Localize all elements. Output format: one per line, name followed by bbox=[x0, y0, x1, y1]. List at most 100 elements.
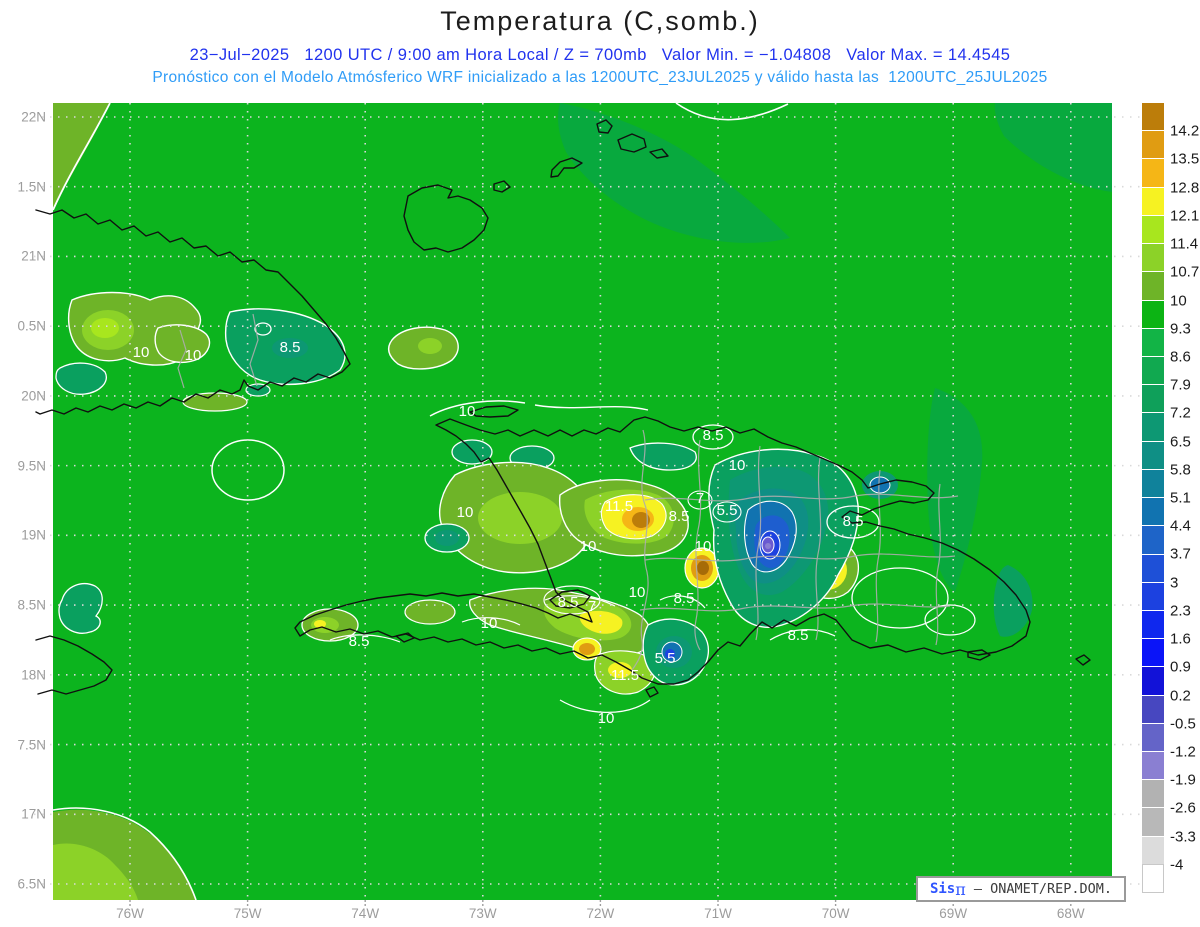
colorbar-swatch bbox=[1142, 355, 1164, 385]
contour-ring bbox=[924, 604, 976, 636]
lon-tick-label: 71W bbox=[704, 906, 732, 921]
watermark-sis: Sis bbox=[929, 881, 956, 897]
lon-tick-label: 76W bbox=[116, 906, 144, 921]
cool-spot-haiti-nw bbox=[451, 439, 493, 465]
cool-band-northeast-corner bbox=[994, 103, 1112, 192]
gonave-island bbox=[549, 589, 591, 609]
colorbar-tick-label: -4 bbox=[1170, 856, 1184, 874]
great-inagua-island bbox=[403, 184, 489, 253]
colorbar-tick-label: 9.3 bbox=[1170, 320, 1191, 338]
colorbar-swatch bbox=[1142, 214, 1164, 244]
jamaica-coastline bbox=[35, 635, 113, 695]
contour-label: 8.5 bbox=[280, 339, 301, 356]
forecast-valid-line: 23−Jul−2025 1200 UTC / 9:00 am Hora Loca… bbox=[189, 46, 1011, 64]
warm-core-bottomleft bbox=[53, 843, 138, 900]
cool-hole-core bbox=[435, 530, 459, 546]
temperature-colorbar bbox=[1142, 103, 1164, 894]
colorbar-tick-label: 14.2 bbox=[1170, 122, 1200, 140]
colorbar-tick-label: 6.5 bbox=[1170, 433, 1191, 451]
colorbar-tick-label: -1.9 bbox=[1170, 771, 1196, 789]
cool-band-north-dr bbox=[629, 442, 697, 471]
cool-spot-cuba-south bbox=[55, 362, 107, 395]
contour-label: 10 bbox=[185, 347, 202, 364]
colorbar-tick-label: 0.9 bbox=[1170, 658, 1191, 676]
contour-line bbox=[53, 103, 111, 211]
colorbar-tick-label: 2.3 bbox=[1170, 602, 1191, 620]
contour-line bbox=[429, 400, 649, 417]
colorbar-tick-label: 12.1 bbox=[1170, 207, 1200, 225]
turks-caicos-3 bbox=[617, 133, 647, 153]
warm-core-inagua bbox=[418, 338, 442, 354]
contour-label: 10 bbox=[457, 504, 474, 521]
turks-caicos-1 bbox=[550, 157, 583, 178]
lon-tick-label: 73W bbox=[468, 906, 497, 921]
colorbar-swatch bbox=[1142, 158, 1164, 187]
lat-tick-label: 7.5N bbox=[17, 737, 46, 753]
coastlines bbox=[35, 119, 1091, 698]
cold-pool-core bbox=[765, 543, 771, 549]
little-inagua-island bbox=[493, 180, 511, 193]
colorbar-swatch bbox=[1142, 468, 1164, 498]
hispaniola-coastline bbox=[294, 416, 1031, 685]
contour-line bbox=[53, 807, 197, 900]
cool-spot-jamaica bbox=[58, 583, 103, 634]
contour-line bbox=[329, 634, 401, 643]
colorbar-swatch bbox=[1142, 553, 1164, 582]
cold-spot-ne-core bbox=[869, 476, 891, 494]
mona-island bbox=[1075, 654, 1091, 666]
contour-label: 11.5 bbox=[611, 667, 639, 684]
lat-tick-label: 20N bbox=[21, 388, 46, 404]
cool-band-samana bbox=[927, 388, 983, 592]
colorbar-swatch bbox=[1142, 638, 1164, 667]
warm-pocket-core bbox=[608, 662, 632, 678]
contour-label: 11.5 bbox=[605, 498, 633, 515]
colorbar-tick-label: 13.5 bbox=[1170, 150, 1200, 168]
contour-label: 10 bbox=[481, 615, 498, 632]
lat-tick-label: 17N bbox=[21, 806, 46, 822]
contour-line bbox=[559, 699, 651, 714]
colorbar-tick-label: 3.7 bbox=[1170, 545, 1191, 563]
contour-label: 8.5 bbox=[703, 427, 724, 444]
contour-label: 10 bbox=[459, 403, 476, 420]
colorbar-tick-label: 8.6 bbox=[1170, 348, 1191, 366]
colorbar-swatch bbox=[1142, 103, 1164, 131]
colorbar-tick-label: -3.3 bbox=[1170, 828, 1196, 846]
contour-label: 8.5 bbox=[349, 633, 370, 650]
contour-ring bbox=[851, 567, 949, 629]
cuba-coastline bbox=[35, 209, 351, 415]
contour-line bbox=[461, 617, 521, 626]
cuba-cool-core bbox=[272, 338, 308, 358]
contour-label: 8.5 bbox=[669, 508, 690, 525]
ile-a-vache bbox=[395, 632, 415, 643]
contour-label: 10 bbox=[133, 344, 150, 361]
lat-tick-label: 6.5N bbox=[17, 876, 46, 892]
contour-label: 10 bbox=[598, 710, 615, 727]
lon-tick-label: 68W bbox=[1056, 906, 1085, 921]
colorbar-swatch bbox=[1142, 497, 1164, 526]
colorbar-tick-label: 10.7 bbox=[1170, 263, 1200, 281]
hot-region-1-core bbox=[632, 512, 650, 528]
cold-streak-core bbox=[665, 649, 675, 659]
cool-band-north bbox=[558, 103, 790, 243]
turks-caicos-2 bbox=[596, 119, 613, 134]
colorbar-swatch bbox=[1142, 779, 1164, 808]
lon-tick-label: 75W bbox=[233, 906, 262, 921]
lat-tick-label: 21N bbox=[21, 248, 46, 264]
tortuga-island bbox=[469, 405, 519, 418]
province-borders bbox=[177, 313, 959, 671]
pi-symbol: π bbox=[955, 879, 966, 899]
beata-island bbox=[645, 686, 659, 698]
contour-label: 7 bbox=[588, 598, 596, 615]
contour-ring bbox=[712, 501, 742, 523]
lat-tick-label: 8.5N bbox=[17, 597, 46, 613]
watermark-agency: – ONAMET/REP.DOM. bbox=[965, 881, 1113, 897]
colorbar-swatch bbox=[1142, 186, 1164, 215]
colorbar-tick-label: 3 bbox=[1170, 574, 1179, 592]
lon-tick-label: 72W bbox=[586, 906, 615, 921]
contour-label: 5.5 bbox=[717, 502, 738, 519]
colorbar-swatch bbox=[1142, 581, 1164, 610]
colorbar-swatch bbox=[1142, 694, 1164, 723]
lon-tick-label: 69W bbox=[939, 906, 968, 921]
saona-island bbox=[967, 649, 991, 661]
contour-label: 10 bbox=[629, 584, 646, 601]
